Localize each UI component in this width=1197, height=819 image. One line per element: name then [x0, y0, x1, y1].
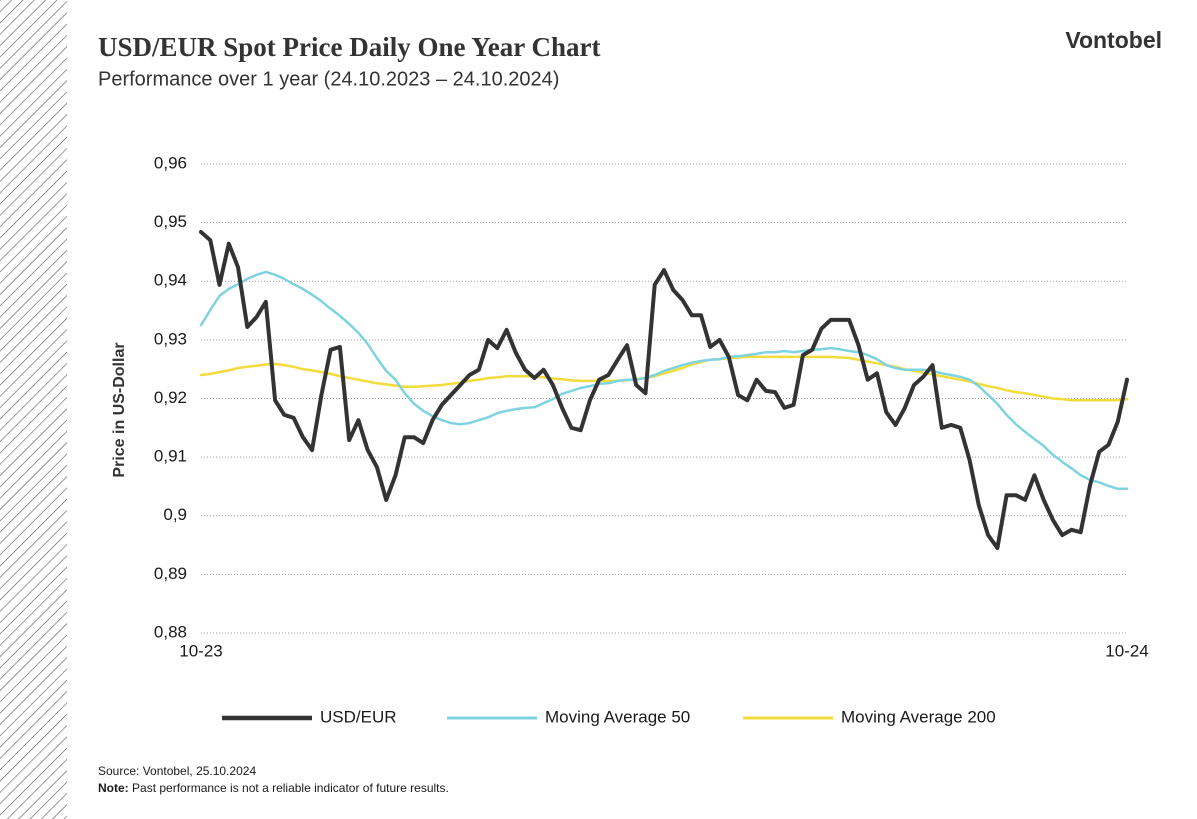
y-tick-label: 0,94: [154, 271, 187, 290]
note-text: Past performance is not a reliable indic…: [132, 781, 449, 795]
y-tick-label: 0,95: [154, 212, 187, 231]
source: Source: Vontobel, 25.10.2024: [98, 764, 256, 778]
y-tick-label: 0,9: [163, 505, 187, 524]
legend-label: Moving Average 50: [545, 707, 690, 726]
series-line: [199, 230, 1129, 550]
series-line: [199, 270, 1129, 491]
hatch-decoration: [0, 0, 67, 819]
chart-title: USD/EUR Spot Price Daily One Year Chart: [98, 32, 600, 62]
logo: Vontobel: [1065, 27, 1162, 53]
y-axis-label: Price in US-Dollar: [111, 342, 128, 477]
x-tick-label: 10-24: [1105, 641, 1148, 660]
y-tick-label: 0,92: [154, 388, 187, 407]
note: Note: Past performance is not a reliable…: [98, 781, 449, 795]
y-tick-label: 0,93: [154, 329, 187, 348]
y-tick-label: 0,88: [154, 622, 187, 641]
chart-subtitle: Performance over 1 year (24.10.2023 – 24…: [98, 68, 559, 90]
legend-label: Moving Average 200: [841, 707, 996, 726]
note-label: Note:: [98, 781, 129, 795]
legend-label: USD/EUR: [320, 707, 397, 726]
y-tick-label: 0,91: [154, 447, 187, 466]
x-tick-label: 10-23: [179, 641, 222, 660]
y-tick-label: 0,89: [154, 564, 187, 583]
y-tick-label: 0,96: [154, 153, 187, 172]
